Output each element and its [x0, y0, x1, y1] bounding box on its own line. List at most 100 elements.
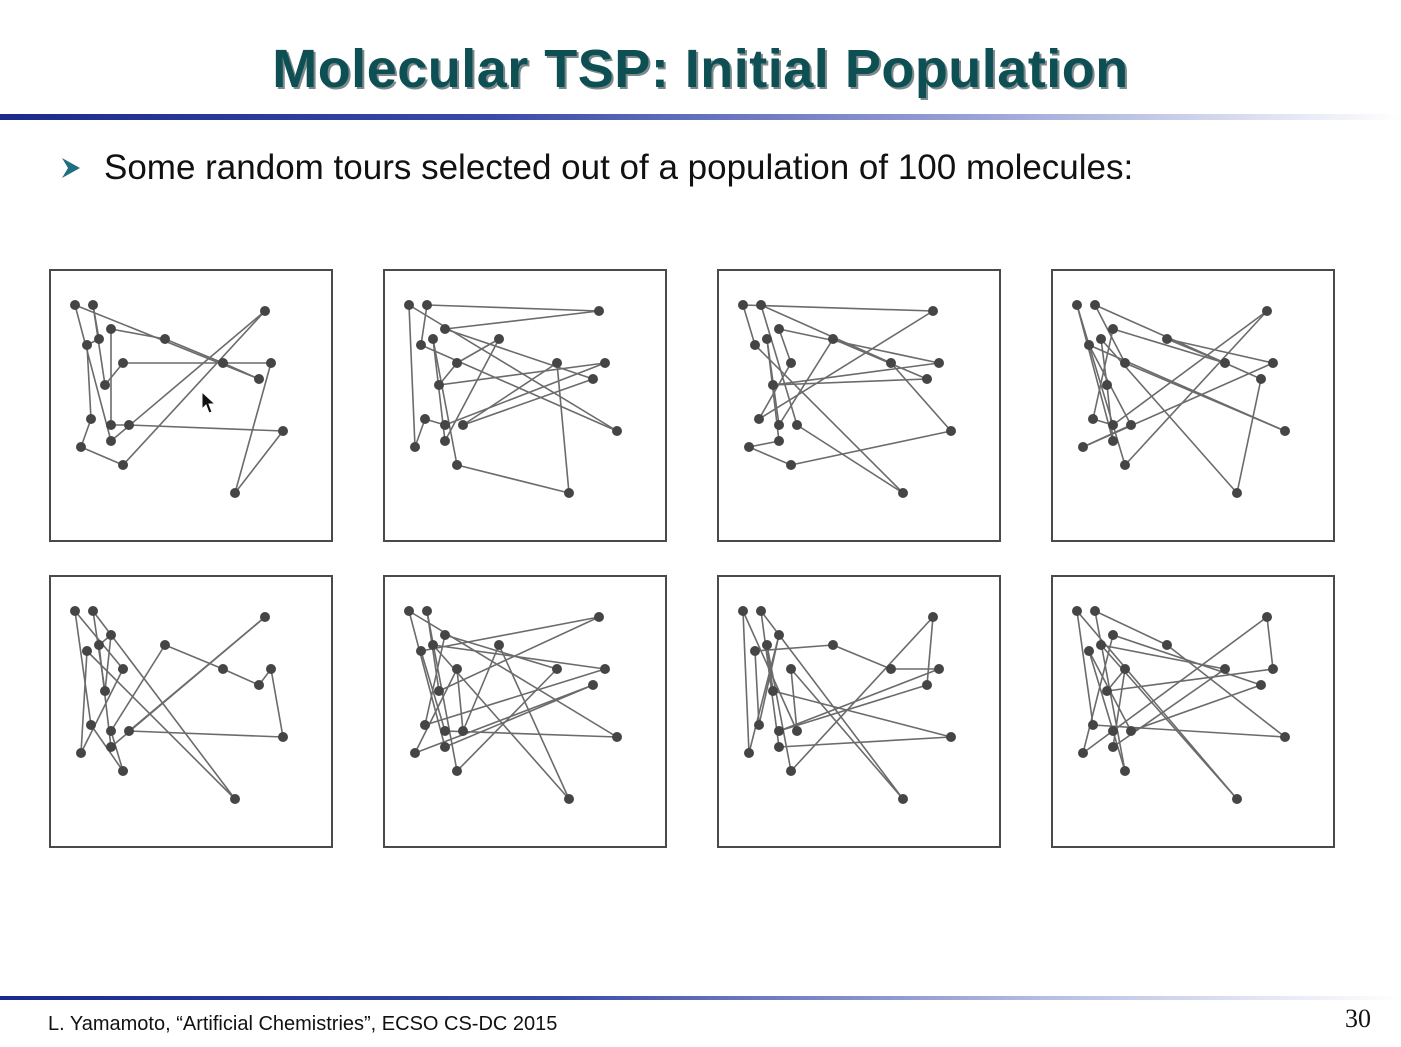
city-node: [1090, 300, 1100, 310]
footer-citation: L. Yamamoto, “Artificial Chemistries”, E…: [48, 1013, 558, 1035]
city-node: [278, 732, 288, 742]
city-node: [792, 420, 802, 430]
tour-edge: [742, 304, 756, 346]
city-node: [828, 640, 838, 650]
tour-edge: [790, 668, 904, 800]
city-node: [1072, 606, 1082, 616]
tour-edge: [754, 650, 760, 726]
city-node: [440, 726, 450, 736]
city-node: [88, 606, 98, 616]
tour-graph: [1072, 606, 1290, 804]
tour-edge: [926, 616, 934, 686]
tour-edge: [760, 304, 798, 426]
city-node: [106, 324, 116, 334]
city-node: [594, 306, 604, 316]
city-node: [266, 358, 276, 368]
tour-edge: [234, 430, 284, 494]
tour-edge: [498, 644, 570, 800]
city-node: [768, 686, 778, 696]
tour-edge: [772, 362, 940, 386]
tour-edge: [432, 338, 458, 466]
city-node: [254, 374, 264, 384]
tour-edge: [270, 668, 284, 738]
city-node: [756, 300, 766, 310]
tour-panel: [383, 575, 667, 848]
city-node: [744, 442, 754, 452]
city-node: [1232, 794, 1242, 804]
tour-edge: [444, 310, 600, 330]
city-node: [738, 606, 748, 616]
tour-edge: [1166, 338, 1274, 364]
tour-panel: [49, 575, 333, 848]
city-node: [922, 374, 932, 384]
tour-edge: [1112, 310, 1268, 426]
tour-edge: [128, 424, 284, 432]
city-node: [774, 630, 784, 640]
tour-edge: [890, 362, 952, 432]
city-node: [106, 436, 116, 446]
tour-panel: [49, 269, 333, 542]
tour-edge: [424, 668, 606, 726]
tour-edge: [420, 344, 618, 432]
city-node: [458, 420, 468, 430]
tour-edge: [1166, 644, 1286, 738]
city-node: [1102, 686, 1112, 696]
city-node: [106, 742, 116, 752]
city-node: [428, 640, 438, 650]
tour-edge: [110, 730, 124, 772]
city-node: [404, 300, 414, 310]
city-node: [422, 606, 432, 616]
city-node: [440, 436, 450, 446]
tour-edge: [766, 644, 792, 772]
city-node: [612, 732, 622, 742]
tour-edge: [110, 328, 166, 340]
city-node: [440, 420, 450, 430]
tour-edge: [444, 328, 594, 380]
city-node: [124, 726, 134, 736]
city-node: [774, 324, 784, 334]
tour-edge: [1106, 668, 1274, 692]
city-node: [1096, 334, 1106, 344]
city-node: [756, 606, 766, 616]
city-node: [774, 726, 784, 736]
city-node: [452, 358, 462, 368]
tour-edge: [414, 684, 594, 754]
tour-edge: [222, 668, 260, 686]
tour-edge: [456, 668, 558, 772]
city-node: [1072, 300, 1082, 310]
tour-edge: [462, 378, 594, 426]
city-node: [886, 358, 896, 368]
city-node: [762, 334, 772, 344]
tour-graph: [1072, 300, 1290, 498]
city-node: [898, 488, 908, 498]
city-node: [1220, 358, 1230, 368]
city-node: [230, 488, 240, 498]
city-node: [160, 640, 170, 650]
bullet-item: Some random tours selected out of a popu…: [60, 146, 1133, 190]
tour-edge: [1124, 362, 1286, 432]
tour-edge: [742, 304, 934, 312]
tour-edge: [438, 616, 600, 692]
tour-edge: [1092, 724, 1286, 738]
city-node: [928, 612, 938, 622]
city-node: [1108, 324, 1118, 334]
tour-edge: [556, 362, 570, 494]
city-node: [278, 426, 288, 436]
city-node: [452, 766, 462, 776]
city-node: [410, 748, 420, 758]
tour-graph: [70, 606, 288, 804]
city-node: [564, 794, 574, 804]
city-node: [434, 380, 444, 390]
city-node: [1268, 358, 1278, 368]
city-node: [946, 426, 956, 436]
city-node: [768, 380, 778, 390]
tour-edge: [778, 736, 952, 748]
city-node: [452, 460, 462, 470]
tour-edge: [1094, 304, 1126, 364]
city-node: [76, 442, 86, 452]
city-node: [106, 630, 116, 640]
city-node: [774, 742, 784, 752]
city-node: [564, 488, 574, 498]
city-node: [1088, 414, 1098, 424]
city-node: [458, 726, 468, 736]
